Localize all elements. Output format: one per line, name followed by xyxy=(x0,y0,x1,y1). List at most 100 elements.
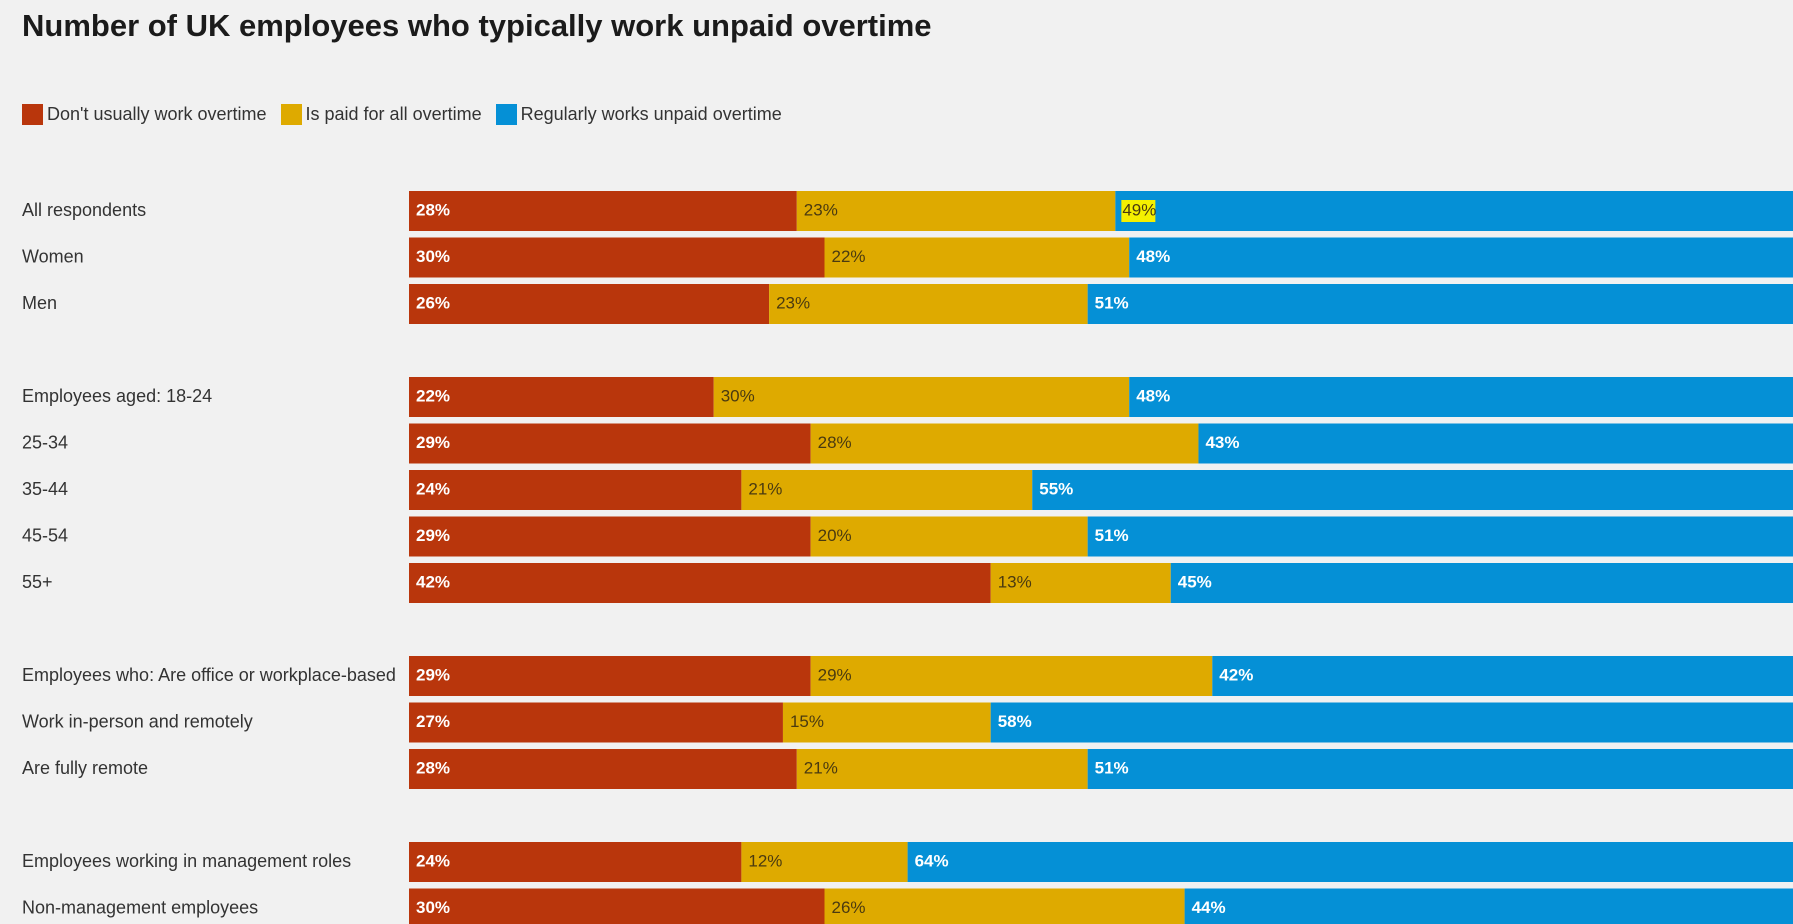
bar-is-paid-for-all-overtime-employees-aged-18-24 xyxy=(713,377,1130,417)
row-label-all-respondents: All respondents xyxy=(22,200,146,220)
data-label-don-t-usually-work-overtime-45-54: 29% xyxy=(416,526,450,545)
legend-item-regularly-works-unpaid-overtime: Regularly works unpaid overtime xyxy=(495,103,782,125)
data-label-don-t-usually-work-overtime-35-44: 24% xyxy=(416,479,450,498)
bar-don-t-usually-work-overtime-employees-who-are-office-or-workplace-based xyxy=(409,656,811,696)
bar-don-t-usually-work-overtime-45-54 xyxy=(409,516,811,557)
data-label-don-t-usually-work-overtime-work-in-person-and-remotely: 27% xyxy=(416,712,450,731)
legend-label-dont-usually-work-overtime: Don't usually work overtime xyxy=(47,103,267,124)
bar-regularly-works-unpaid-overtime-employees-aged-18-24 xyxy=(1129,377,1793,417)
data-label-is-paid-for-all-overtime-non-management-employees: 26% xyxy=(832,898,866,917)
data-label-regularly-works-unpaid-overtime-all-respondents: 49% xyxy=(1122,200,1156,219)
bar-is-paid-for-all-overtime-work-in-person-and-remotely xyxy=(782,702,991,743)
bar-is-paid-for-all-overtime-employees-who-are-office-or-workplace-based xyxy=(810,656,1213,696)
data-label-is-paid-for-all-overtime-work-in-person-and-remotely: 15% xyxy=(790,712,824,731)
data-label-regularly-works-unpaid-overtime-men: 51% xyxy=(1095,293,1129,312)
data-label-is-paid-for-all-overtime-employees-aged-18-24: 30% xyxy=(721,386,755,405)
data-label-regularly-works-unpaid-overtime-45-54: 51% xyxy=(1095,526,1129,545)
row-label-35-44: 35-44 xyxy=(22,479,68,499)
data-label-is-paid-for-all-overtime-employees-working-in-management-roles: 12% xyxy=(748,851,782,870)
row-label-men: Men xyxy=(22,293,57,313)
data-label-regularly-works-unpaid-overtime-employees-who-are-office-or-workplace-based: 42% xyxy=(1219,665,1253,684)
data-label-is-paid-for-all-overtime-all-respondents: 23% xyxy=(804,200,838,219)
data-label-regularly-works-unpaid-overtime-35-44: 55% xyxy=(1039,479,1073,498)
data-label-is-paid-for-all-overtime-women: 22% xyxy=(832,247,866,266)
row-label-employees-working-in-management-roles: Employees working in management roles xyxy=(22,851,351,871)
data-label-regularly-works-unpaid-overtime-employees-aged-18-24: 48% xyxy=(1136,386,1170,405)
row-label-women: Women xyxy=(22,246,84,266)
row-label-employees-who-are-office-or-workplace-based: Employees who: Are office or workplace-b… xyxy=(22,665,396,685)
data-label-is-paid-for-all-overtime-25-34: 28% xyxy=(818,433,852,452)
row-label-work-in-person-and-remotely: Work in-person and remotely xyxy=(22,711,253,731)
data-label-is-paid-for-all-overtime-men: 23% xyxy=(776,293,810,312)
bar-regularly-works-unpaid-overtime-non-management-employees xyxy=(1184,888,1793,924)
bar-regularly-works-unpaid-overtime-35-44 xyxy=(1032,470,1793,510)
data-label-is-paid-for-all-overtime-45-54: 20% xyxy=(818,526,852,545)
bar-don-t-usually-work-overtime-35-44 xyxy=(409,470,742,510)
bar-don-t-usually-work-overtime-men xyxy=(409,284,770,324)
data-label-regularly-works-unpaid-overtime-employees-working-in-management-roles: 64% xyxy=(915,851,949,870)
legend-item-is-paid-for-all-overtime: Is paid for all overtime xyxy=(280,103,482,125)
legend-label-regularly-works-unpaid-overtime: Regularly works unpaid overtime xyxy=(520,103,782,124)
chart-title: Number of UK employees who typically wor… xyxy=(22,8,932,43)
data-label-don-t-usually-work-overtime-25-34: 29% xyxy=(416,433,450,452)
bar-is-paid-for-all-overtime-are-fully-remote xyxy=(796,749,1088,789)
data-label-regularly-works-unpaid-overtime-55: 45% xyxy=(1178,572,1212,591)
chart-legend: Don't usually work overtime Is paid for … xyxy=(22,103,796,125)
data-label-don-t-usually-work-overtime-all-respondents: 28% xyxy=(416,200,450,219)
data-label-regularly-works-unpaid-overtime-women: 48% xyxy=(1136,247,1170,266)
data-label-don-t-usually-work-overtime-employees-working-in-management-roles: 24% xyxy=(416,851,450,870)
bar-regularly-works-unpaid-overtime-25-34 xyxy=(1198,423,1793,464)
row-label-non-management-employees: Non-management employees xyxy=(22,897,258,917)
bar-regularly-works-unpaid-overtime-are-fully-remote xyxy=(1087,749,1793,789)
highlight-box-regularly-works-unpaid-overtime-all-respondents xyxy=(1121,200,1156,222)
data-label-don-t-usually-work-overtime-women: 30% xyxy=(416,247,450,266)
bar-is-paid-for-all-overtime-women xyxy=(824,237,1130,278)
data-label-don-t-usually-work-overtime-men: 26% xyxy=(416,293,450,312)
data-label-regularly-works-unpaid-overtime-non-management-employees: 44% xyxy=(1192,898,1226,917)
bar-don-t-usually-work-overtime-55 xyxy=(409,563,991,603)
data-label-regularly-works-unpaid-overtime-25-34: 43% xyxy=(1205,433,1239,452)
row-label-employees-aged-18-24: Employees aged: 18-24 xyxy=(22,386,212,406)
bar-don-t-usually-work-overtime-women xyxy=(409,237,825,278)
bar-is-paid-for-all-overtime-35-44 xyxy=(741,470,1033,510)
data-label-don-t-usually-work-overtime-employees-who-are-office-or-workplace-based: 29% xyxy=(416,665,450,684)
bar-is-paid-for-all-overtime-55 xyxy=(990,563,1171,603)
legend-swatch-is-paid-for-all-overtime xyxy=(280,103,302,125)
bar-don-t-usually-work-overtime-are-fully-remote xyxy=(409,749,797,789)
legend-item-dont-usually-work-overtime: Don't usually work overtime xyxy=(22,103,267,125)
data-label-is-paid-for-all-overtime-are-fully-remote: 21% xyxy=(804,758,838,777)
legend-label-is-paid-for-all-overtime: Is paid for all overtime xyxy=(305,103,482,124)
row-label-45-54: 45-54 xyxy=(22,525,68,545)
data-label-is-paid-for-all-overtime-35-44: 21% xyxy=(748,479,782,498)
bar-don-t-usually-work-overtime-all-respondents xyxy=(409,191,797,231)
bar-regularly-works-unpaid-overtime-work-in-person-and-remotely xyxy=(990,702,1793,743)
bar-regularly-works-unpaid-overtime-employees-working-in-management-roles xyxy=(907,842,1793,882)
bar-regularly-works-unpaid-overtime-employees-who-are-office-or-workplace-based xyxy=(1212,656,1793,696)
legend-swatch-dont-usually-work-overtime xyxy=(22,103,43,125)
data-label-don-t-usually-work-overtime-are-fully-remote: 28% xyxy=(416,758,450,777)
row-label-are-fully-remote: Are fully remote xyxy=(22,758,148,778)
row-label-55: 55+ xyxy=(22,572,53,592)
data-label-don-t-usually-work-overtime-55: 42% xyxy=(416,572,450,591)
bar-don-t-usually-work-overtime-25-34 xyxy=(409,423,811,464)
bar-don-t-usually-work-overtime-non-management-employees xyxy=(409,888,825,924)
data-label-regularly-works-unpaid-overtime-are-fully-remote: 51% xyxy=(1095,758,1129,777)
row-label-25-34: 25-34 xyxy=(22,432,68,452)
bar-is-paid-for-all-overtime-25-34 xyxy=(810,423,1199,464)
bar-regularly-works-unpaid-overtime-45-54 xyxy=(1087,516,1793,557)
data-label-don-t-usually-work-overtime-employees-aged-18-24: 22% xyxy=(416,386,450,405)
data-label-don-t-usually-work-overtime-non-management-employees: 30% xyxy=(416,898,450,917)
bar-is-paid-for-all-overtime-non-management-employees xyxy=(824,888,1185,924)
bar-is-paid-for-all-overtime-men xyxy=(769,284,1088,324)
bar-is-paid-for-all-overtime-45-54 xyxy=(810,516,1088,557)
bar-regularly-works-unpaid-overtime-women xyxy=(1129,237,1793,278)
legend-swatch-regularly-works-unpaid-overtime xyxy=(495,103,517,125)
data-label-is-paid-for-all-overtime-employees-who-are-office-or-workplace-based: 29% xyxy=(818,665,852,684)
bar-don-t-usually-work-overtime-employees-working-in-management-roles xyxy=(409,842,742,882)
data-label-regularly-works-unpaid-overtime-work-in-person-and-remotely: 58% xyxy=(998,712,1032,731)
bar-don-t-usually-work-overtime-work-in-person-and-remotely xyxy=(409,702,783,743)
bar-regularly-works-unpaid-overtime-55 xyxy=(1170,563,1793,603)
bar-regularly-works-unpaid-overtime-men xyxy=(1087,284,1793,324)
